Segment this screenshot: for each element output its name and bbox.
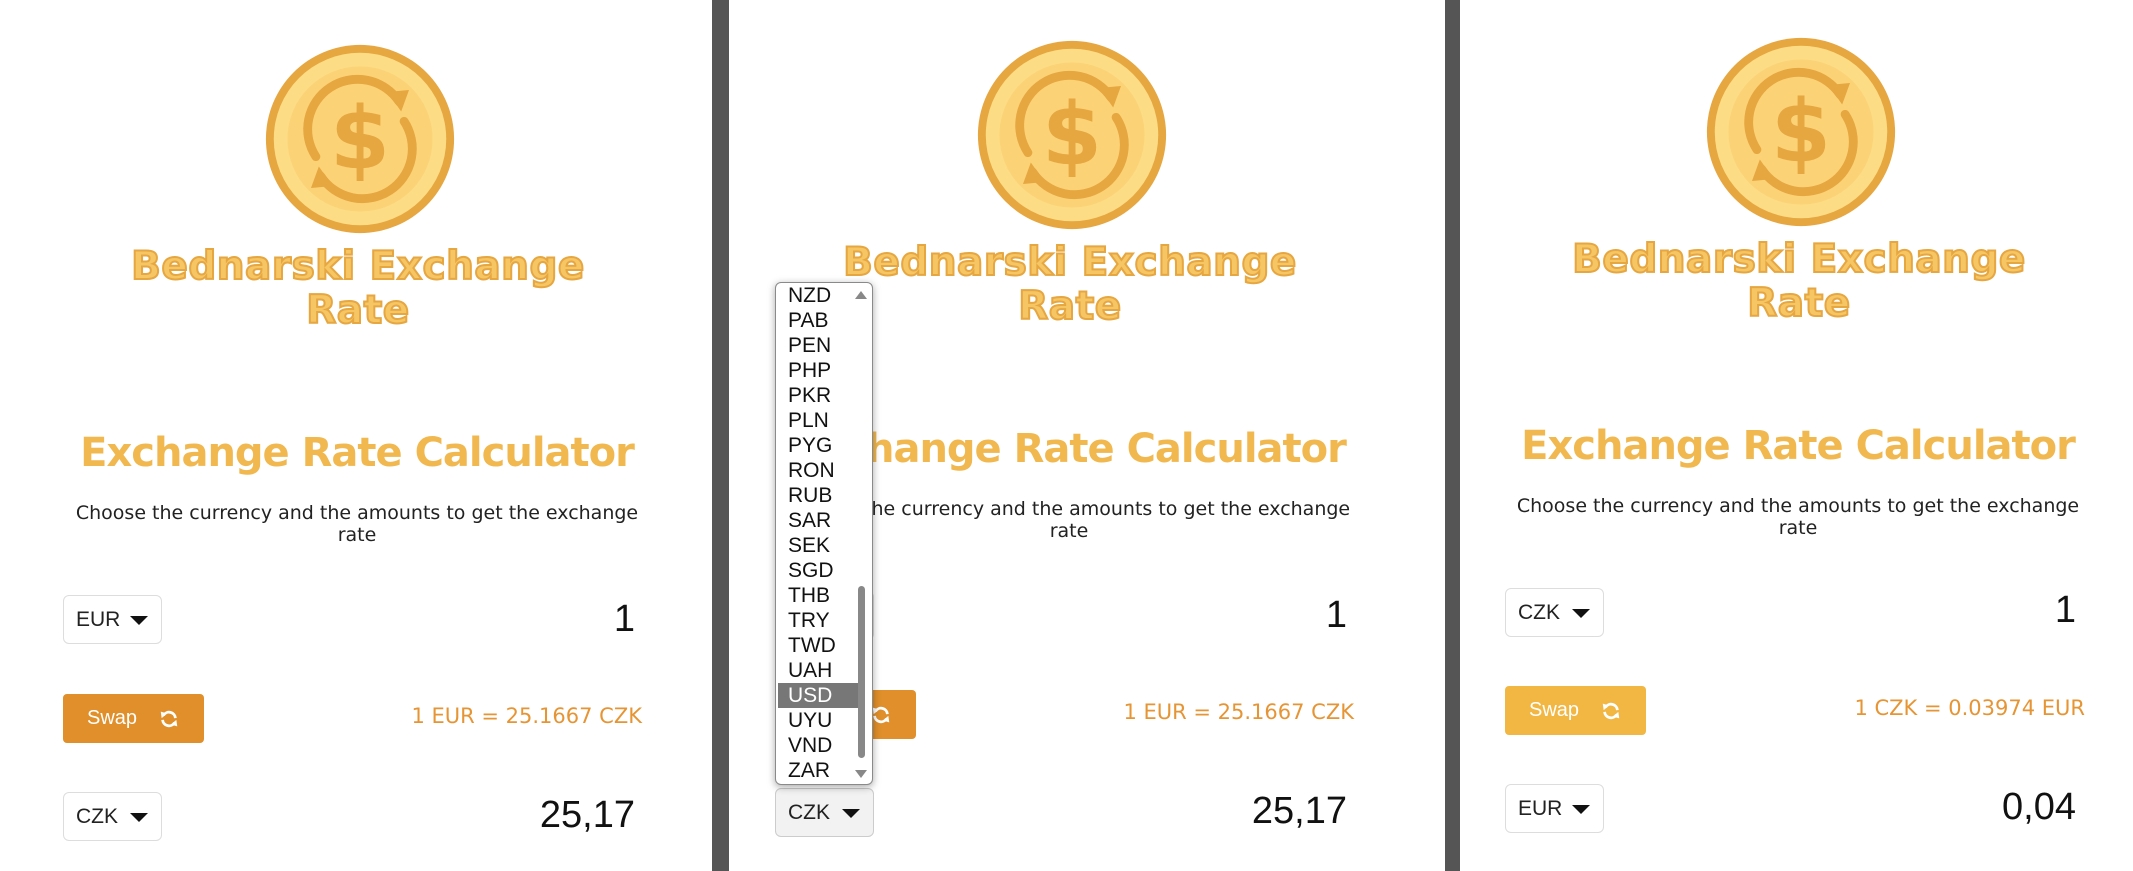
dropdown-scrollbar[interactable] [855, 283, 870, 784]
refresh-icon [160, 710, 178, 728]
dropdown-option-pen[interactable]: PEN [788, 334, 832, 357]
dropdown-option-twd[interactable]: TWD [788, 634, 836, 657]
to-currency-select[interactable]: EUR [1505, 784, 1604, 833]
dropdown-option-pln[interactable]: PLN [788, 409, 829, 432]
scroll-down-arrow-icon[interactable] [855, 770, 867, 778]
to-currency-value: CZK [76, 804, 118, 828]
from-currency-value: CZK [1518, 600, 1560, 624]
from-amount-input[interactable]: 1 [2054, 589, 2076, 631]
to-amount-input[interactable]: 25,17 [539, 794, 635, 836]
dollar-coin-icon: $ [1706, 37, 1896, 227]
from-currency-select[interactable]: EUR [63, 595, 162, 644]
dropdown-option-pkr[interactable]: PKR [788, 384, 832, 407]
to-currency-value: CZK [788, 800, 830, 824]
brand-name: Bednarski Exchange Rate [118, 244, 598, 334]
app-panel-3: $ Bednarski Exchange Rate Exchange Rate … [1460, 0, 2133, 871]
currency-dropdown-list[interactable]: NZD PAB PEN PHP PKR PLN PYG RON RUB SAR SEK SGD THB T… [775, 282, 873, 785]
page-title: Exchange Rate Calculator [792, 426, 1347, 472]
to-currency-value: EUR [1518, 796, 1563, 820]
caret-down-icon [842, 809, 860, 818]
dropdown-option-sar[interactable]: SAR [788, 509, 832, 532]
brand-line-1: Bednarski Exchange [1571, 237, 2026, 283]
dropdown-option-sek[interactable]: SEK [788, 534, 831, 557]
swap-button-label: Swap [1529, 699, 1580, 721]
panel-divider [1445, 0, 1460, 871]
dropdown-option-pab[interactable]: PAB [788, 309, 829, 332]
dropdown-option-uah[interactable]: UAH [788, 659, 833, 682]
scroll-up-arrow-icon[interactable] [855, 291, 867, 299]
to-currency-select[interactable]: CZK [63, 792, 162, 841]
to-amount-input[interactable]: 25,17 [1251, 790, 1347, 832]
dropdown-option-zar[interactable]: ZAR [788, 759, 830, 782]
brand-line-2: Rate [1017, 284, 1122, 330]
svg-text:$: $ [1042, 85, 1102, 185]
dropdown-option-try[interactable]: TRY [788, 609, 830, 632]
app-panel-1: $ Bednarski Exchange Rate Exchange Rate … [0, 0, 712, 871]
dollar-coin-icon: $ [977, 40, 1167, 230]
refresh-icon [872, 706, 890, 724]
exchange-rate-text: 1 EUR = 25.1667 CZK [1123, 700, 1354, 724]
dropdown-options: NZD PAB PEN PHP PKR PLN PYG RON RUB SAR SEK SGD THB T… [778, 283, 860, 783]
exchange-rate-text: 1 CZK = 0.03974 EUR [1854, 696, 2085, 720]
brand-name: Bednarski Exchange Rate [830, 240, 1310, 330]
exchange-rate-text: 1 EUR = 25.1667 CZK [411, 704, 642, 728]
dropdown-option-nzd[interactable]: NZD [788, 284, 832, 307]
page-subtitle: Choose the currency and the amounts to g… [1516, 495, 2080, 539]
caret-down-icon [1572, 805, 1590, 814]
dropdown-option-sgd[interactable]: SGD [788, 559, 834, 582]
from-amount-input[interactable]: 1 [1325, 594, 1347, 636]
dropdown-option-usd[interactable]: USD [778, 683, 860, 708]
caret-down-icon [130, 813, 148, 822]
panel-divider [712, 0, 729, 871]
brand-line-1: Bednarski Exchange [130, 244, 585, 290]
dropdown-option-pyg[interactable]: PYG [788, 434, 833, 457]
dropdown-option-vnd[interactable]: VND [788, 734, 833, 757]
caret-down-icon [130, 616, 148, 625]
brand-name: Bednarski Exchange Rate [1559, 237, 2039, 327]
dollar-coin-icon: $ [265, 44, 455, 234]
to-amount-input[interactable]: 0,04 [2002, 786, 2076, 828]
dropdown-option-uyu[interactable]: UYU [788, 709, 833, 732]
page-title: Exchange Rate Calculator [1521, 423, 2076, 469]
from-currency-value: EUR [76, 607, 121, 631]
caret-down-icon [1572, 609, 1590, 618]
brand-line-2: Rate [1746, 281, 1851, 327]
swap-button[interactable]: Swap [1505, 686, 1646, 735]
swap-button[interactable]: Swap [63, 694, 204, 743]
scrollbar-thumb[interactable] [858, 586, 865, 758]
brand-line-2: Rate [305, 288, 410, 334]
from-currency-select[interactable]: CZK [1505, 588, 1604, 637]
to-currency-select[interactable]: CZK [775, 788, 874, 837]
svg-text:$: $ [1771, 82, 1831, 182]
page-subtitle: Choose the currency and the amounts to g… [75, 502, 639, 546]
dropdown-option-php[interactable]: PHP [788, 359, 832, 382]
svg-text:$: $ [330, 89, 390, 189]
dropdown-option-thb[interactable]: THB [788, 584, 830, 607]
swap-button-label: Swap [87, 707, 138, 729]
from-amount-input[interactable]: 1 [613, 598, 635, 640]
dropdown-option-rub[interactable]: RUB [788, 484, 833, 507]
page-subtitle: Choose the currency and the amounts to g… [787, 498, 1351, 542]
refresh-icon [1602, 702, 1620, 720]
brand-line-1: Bednarski Exchange [842, 240, 1297, 286]
page-title: Exchange Rate Calculator [80, 430, 635, 476]
dropdown-option-ron[interactable]: RON [788, 459, 835, 482]
